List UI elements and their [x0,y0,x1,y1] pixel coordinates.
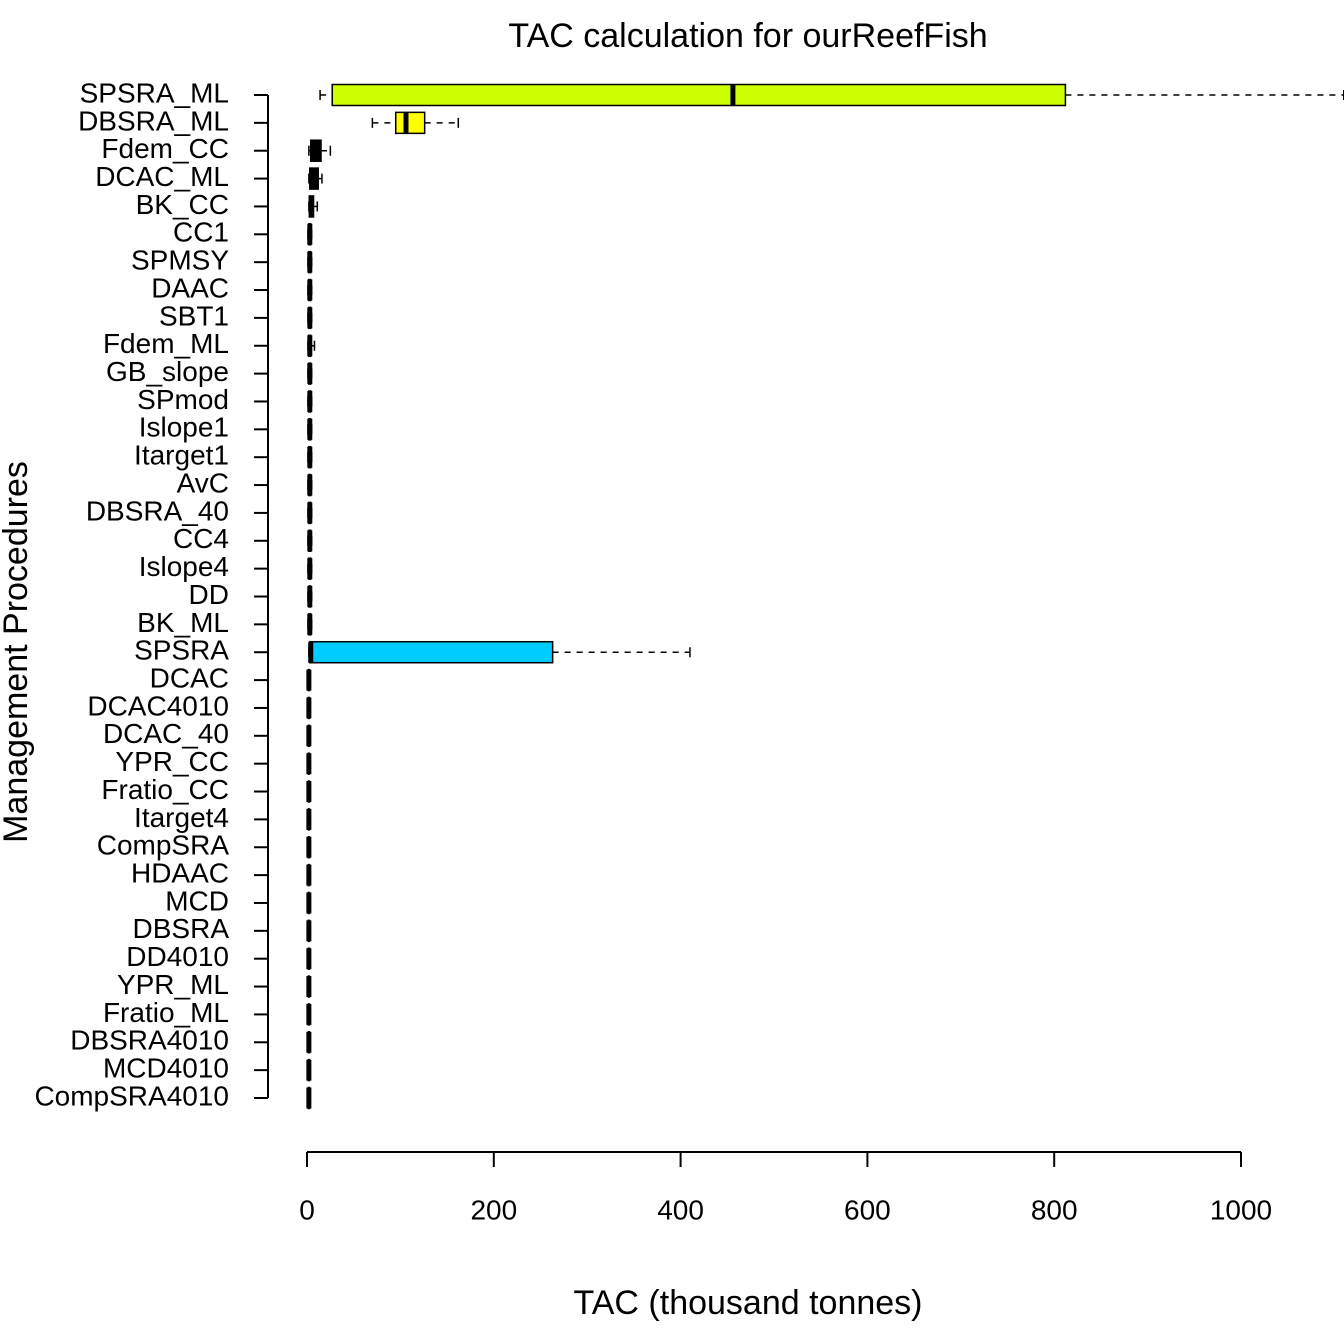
y-tick-label: CompSRA [97,830,230,861]
y-tick-label: HDAAC [131,858,229,889]
y-tick-label: SPmod [137,384,229,415]
y-tick-label: Fratio_CC [101,774,229,805]
y-tick-label: SPSRA_ML [80,77,229,108]
x-tick-label: 200 [470,1194,517,1225]
y-tick-label: SPSRA [134,635,229,666]
y-tick-label: YPR_CC [115,746,229,777]
y-tick-label: DD4010 [126,941,229,972]
x-tick-label: 400 [657,1194,704,1225]
box [309,640,554,664]
y-tick-label: DCAC4010 [87,690,229,721]
box [331,83,1067,107]
x-tick-label: 0 [299,1194,315,1225]
y-tick-label: CC1 [173,217,229,248]
y-tick-label: SPMSY [131,245,229,276]
y-tick-label: Itarget4 [134,802,229,833]
y-tick-label: SBT1 [159,300,229,331]
x-axis-label: TAC (thousand tonnes) [574,1284,923,1322]
y-tick-label: MCD [165,885,229,916]
y-tick-label: DAAC [151,272,229,303]
y-tick-label: DBSRA_ML [78,105,229,136]
y-tick-label: DCAC [150,662,229,693]
y-tick-label: DCAC_ML [95,161,229,192]
y-axis-label: Management Procedures [0,461,35,843]
y-tick-label: BK_ML [137,607,229,638]
y-tick-label: Fratio_ML [103,997,229,1028]
y-tick-label: DBSRA4010 [70,1025,229,1056]
y-tick-label: BK_CC [136,189,229,220]
y-tick-label: CompSRA4010 [34,1080,229,1111]
y-tick-label: Islope1 [139,412,229,443]
x-tick-label: 1000 [1210,1194,1272,1225]
y-tick-label: Fdem_ML [103,328,229,359]
chart-title: TAC calculation for ourReefFish [508,17,987,55]
y-tick-label: MCD4010 [103,1053,229,1084]
x-tick-label: 600 [844,1194,891,1225]
y-tick-label: Itarget1 [134,440,229,471]
y-tick-label: Islope4 [139,551,229,582]
y-tick-label: CC4 [173,523,229,554]
y-tick-label: DD [189,579,229,610]
x-tick-label: 800 [1031,1194,1078,1225]
box [394,111,426,135]
y-tick-label: GB_slope [106,356,229,387]
y-tick-label: Fdem_CC [101,133,229,164]
y-tick-label: DBSRA [133,913,230,944]
y-tick-label: DCAC_40 [103,718,229,749]
y-tick-label: YPR_ML [117,969,229,1000]
y-tick-label: AvC [177,467,229,498]
y-tick-label: DBSRA_40 [86,495,229,526]
